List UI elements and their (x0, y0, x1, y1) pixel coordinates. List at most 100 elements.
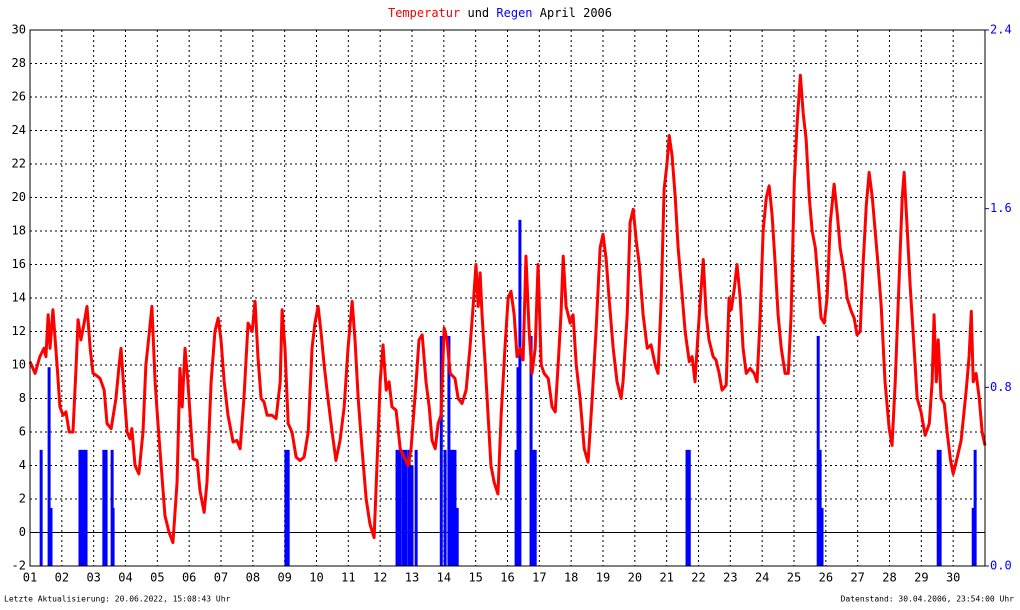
y-tick-label: 28 (12, 56, 26, 70)
rain-bar (84, 449, 88, 566)
title-period: April 2006 (540, 6, 612, 20)
y-tick-label: 18 (12, 224, 26, 238)
rain-bar (816, 335, 820, 566)
x-tick-label: 15 (468, 571, 482, 585)
rain-bar (47, 367, 51, 566)
plot-border (29, 29, 986, 567)
y-tick-label: -2 (12, 559, 26, 573)
x-tick-label: 02 (55, 571, 69, 585)
x-tick-label: 18 (564, 571, 578, 585)
y-tick-label: 0 (19, 525, 26, 539)
rain-bar (533, 449, 537, 566)
rain-bar (938, 449, 942, 566)
y-tick-label: 8 (19, 391, 26, 405)
title-joiner: und (467, 6, 489, 20)
x-tick-label: 20 (628, 571, 642, 585)
x-tick-label: 13 (405, 571, 419, 585)
y-tick-label: 22 (12, 157, 26, 171)
x-tick-label: 29 (914, 571, 928, 585)
x-tick-label: 04 (118, 571, 132, 585)
rain-bar (78, 449, 82, 566)
y2-tick-label: 1.6 (990, 201, 1012, 215)
rain-bar (516, 367, 520, 566)
x-tick-label: 22 (691, 571, 705, 585)
x-tick-label: 23 (723, 571, 737, 585)
y2-tick-label: 2.4 (990, 23, 1012, 37)
rain-bar (284, 449, 288, 566)
rain-bar (529, 335, 533, 566)
x-tick-label: 19 (596, 571, 610, 585)
y-tick-label: 2 (19, 492, 26, 506)
rain-bar (449, 449, 453, 566)
x-tick-label: 16 (500, 571, 514, 585)
footer-data-date: Datenstand: 30.04.2006, 23:54:00 Uhr (841, 595, 1015, 604)
x-tick-label: 11 (341, 571, 355, 585)
footer-updated: Letzte Aktualisierung: 20.06.2022, 15:08… (4, 595, 231, 604)
rain-bar (39, 449, 43, 566)
rain-bar (439, 335, 443, 566)
x-tick-label: 07 (214, 571, 228, 585)
temperature-line (28, 73, 987, 545)
x-tick-label: 14 (437, 571, 451, 585)
rain-bar (398, 449, 402, 566)
x-tick-label: 17 (532, 571, 546, 585)
x-tick-label: 26 (819, 571, 833, 585)
x-tick-label: 28 (882, 571, 896, 585)
rain-bar (49, 507, 53, 566)
rain-bar (973, 449, 977, 566)
rain-bar (971, 507, 975, 566)
rain-bar (401, 449, 405, 566)
rain-bar (82, 449, 86, 566)
title-rain: Regen (496, 6, 532, 20)
rain-bar (687, 449, 691, 566)
rain-bar (410, 465, 414, 566)
rain-bar (447, 335, 451, 566)
chart-title: Temperatur und Regen April 2006 (388, 6, 612, 20)
x-tick-label: 10 (309, 571, 323, 585)
y-tick-label: 30 (12, 23, 26, 37)
rain-bar (685, 449, 689, 566)
x-tick-label: 25 (787, 571, 801, 585)
x-tick-label: 08 (246, 571, 260, 585)
y2-tick-label: 0.0 (990, 559, 1012, 573)
rain-bar (514, 449, 518, 566)
rain-bar (286, 449, 290, 566)
y-tick-label: 10 (12, 358, 26, 372)
x-tick-label: 21 (659, 571, 673, 585)
y-tick-label: 14 (12, 291, 26, 305)
x-tick-label: 24 (755, 571, 769, 585)
rain-bar (102, 449, 106, 566)
x-tick-label: 01 (23, 571, 37, 585)
x-tick-label: 12 (373, 571, 387, 585)
rain-bar (453, 449, 457, 566)
rain-bar (407, 449, 411, 566)
y-tick-label: 20 (12, 190, 26, 204)
x-tick-label: 03 (86, 571, 100, 585)
y-tick-label: 12 (12, 324, 26, 338)
x-tick-label: 27 (850, 571, 864, 585)
rain-bar (818, 449, 822, 566)
x-tick-label: 30 (946, 571, 960, 585)
x-tick-label: 05 (150, 571, 164, 585)
rain-bar (518, 219, 522, 567)
x-tick-label: 06 (182, 571, 196, 585)
y-tick-label: 4 (19, 458, 26, 472)
rain-bar (111, 507, 115, 566)
rain-bar (936, 449, 940, 566)
x-tick-label: 09 (277, 571, 291, 585)
title-temperature: Temperatur (388, 6, 460, 20)
y-tick-label: 24 (12, 123, 26, 137)
rain-bar (80, 449, 84, 566)
rain-bar (404, 449, 408, 566)
rain-bar (531, 449, 535, 566)
y2-tick-label: 0.8 (990, 380, 1012, 394)
y-tick-label: 26 (12, 90, 26, 104)
rain-bar (395, 449, 399, 566)
rain-bar (104, 449, 108, 566)
rain-bar (414, 449, 418, 566)
rain-bar (443, 449, 447, 566)
rain-bar (455, 507, 459, 566)
rain-bar (451, 449, 455, 566)
